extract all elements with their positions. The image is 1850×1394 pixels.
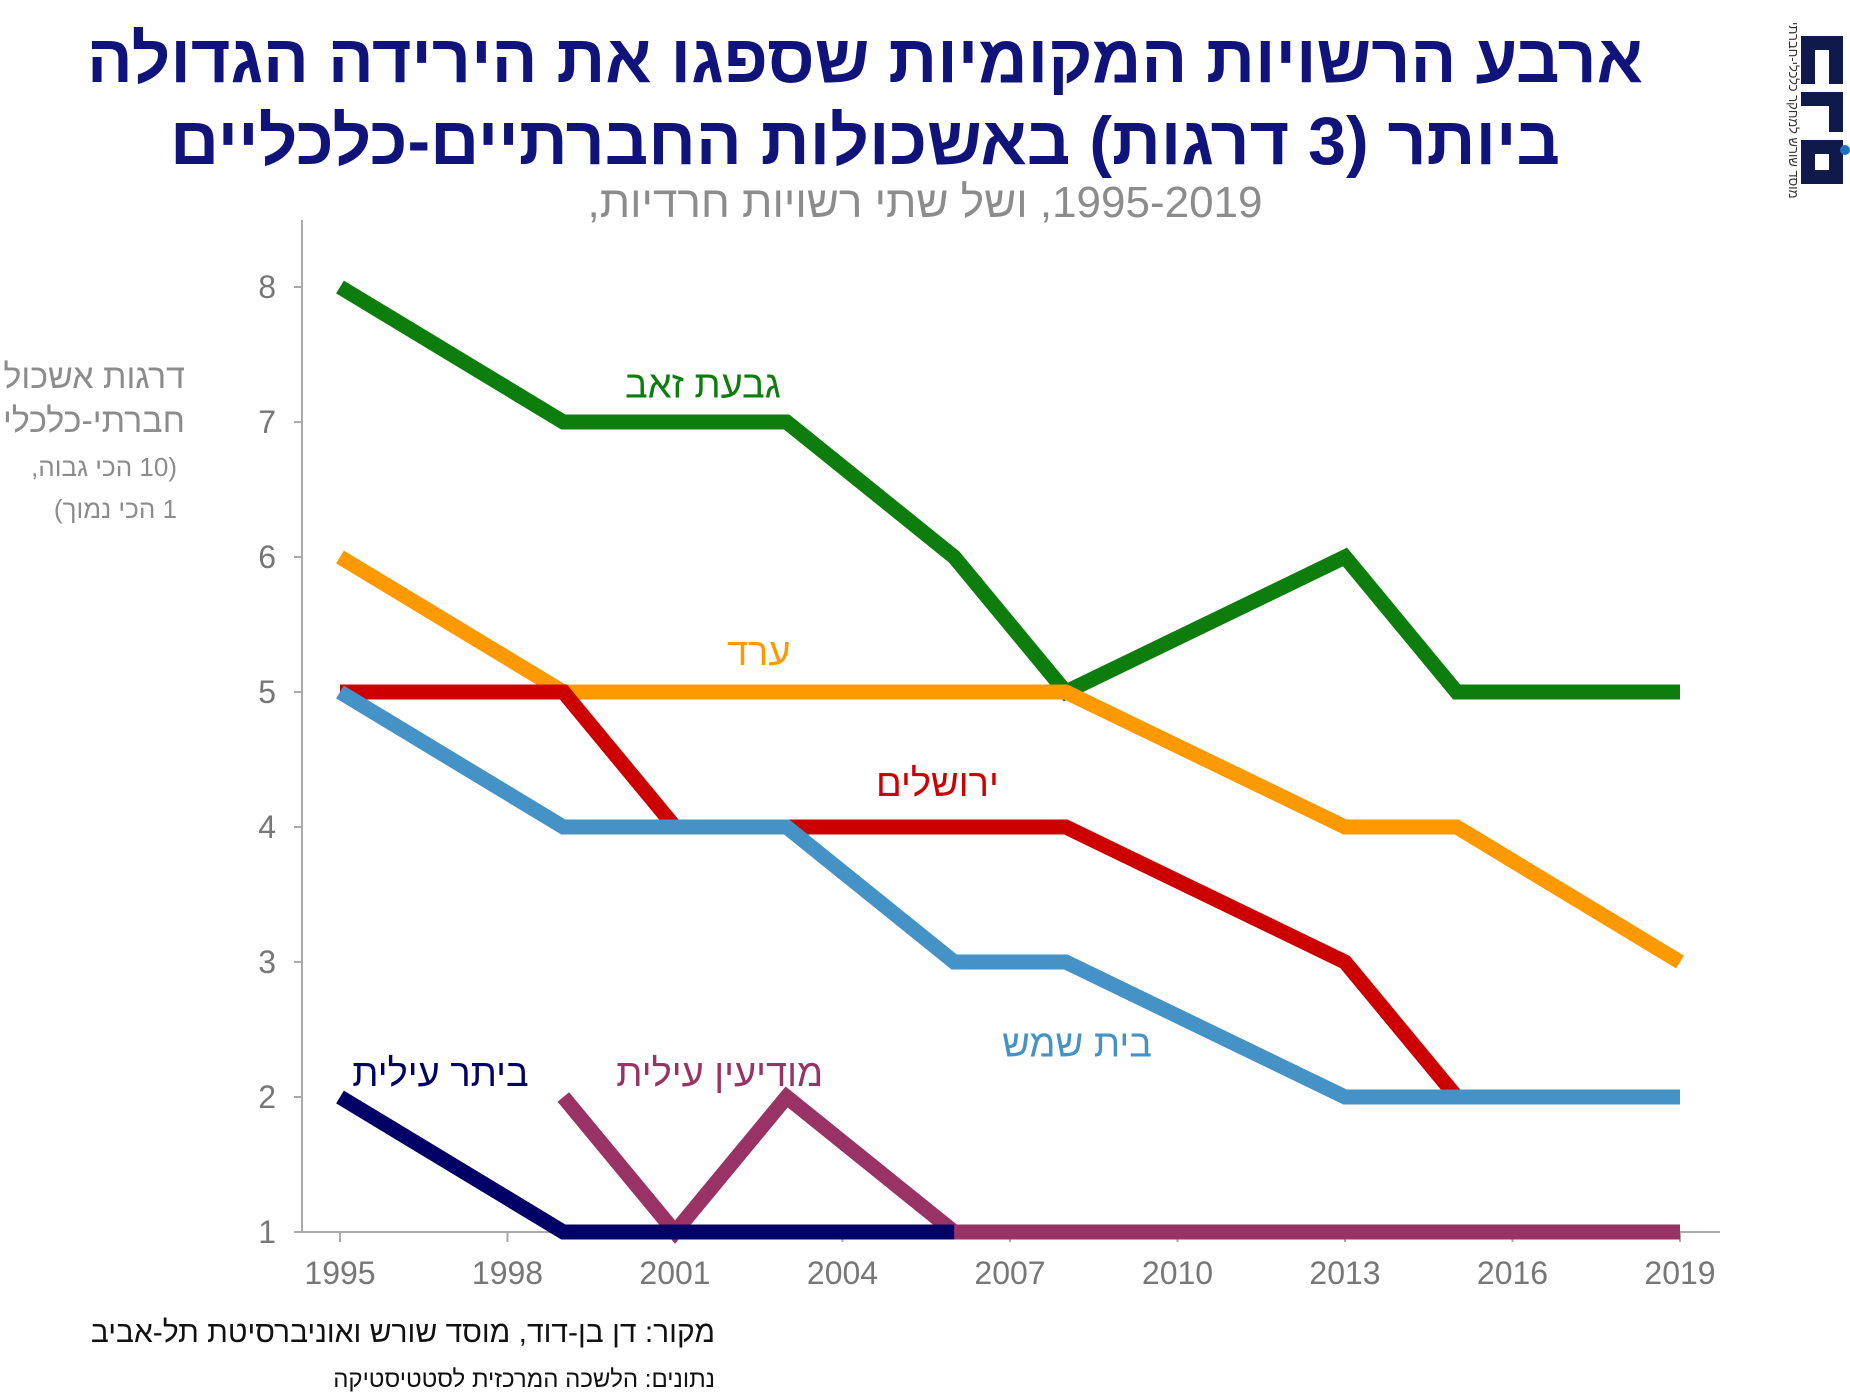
- series-label-3: בית שמש: [1002, 1024, 1152, 1066]
- series-label-2: ירושלים: [876, 763, 999, 805]
- y-tick-label: 5: [258, 674, 276, 710]
- y-tick-label: 1: [258, 1214, 276, 1250]
- x-tick-label: 2007: [974, 1255, 1045, 1291]
- data-note: נתונים: הלשכה המרכזית לסטטיסטיקה: [333, 1366, 715, 1393]
- series-line-3: [336, 685, 1680, 1105]
- logo-tagline: מוסד שורש למחקר כלכלי-חברתי: [1786, 22, 1801, 199]
- y-axis-note-line-1: (10 הכי גבוה,: [31, 452, 177, 482]
- y-axis-label: דרגות אשכול חברתי-כלכלי (10 הכי גבוה, 1 …: [3, 355, 185, 527]
- y-tick-label: 7: [258, 404, 276, 440]
- series-label-5: ביתר עילית: [352, 1053, 528, 1095]
- y-tick-label: 8: [258, 269, 276, 305]
- source-note: מקור: דן בן-דוד, מוסד שורש ואוניברסיטת ת…: [90, 1316, 715, 1349]
- y-tick-label: 4: [258, 809, 276, 845]
- title-line-1: ארבע הרשויות המקומיות שספגו את הירידה הג…: [86, 21, 1644, 97]
- series-label-4: מודיעין עילית: [616, 1053, 823, 1095]
- x-axis-ticks: 1995 1998 2001 2004 2007 2010 2013 2016 2019: [304, 1232, 1716, 1291]
- title-line-2: ביותר (3 דרגות) באשכולות החברתיים-כלכליי…: [169, 103, 1561, 179]
- y-axis-label-line-1: דרגות אשכול: [3, 358, 185, 396]
- y-axis-ticks: 1 2 3 4 5 6 7 8: [258, 269, 302, 1250]
- x-tick-label: 2019: [1644, 1255, 1715, 1291]
- x-tick-label: 2001: [639, 1255, 710, 1291]
- chart-subtitle: 1995-2019, ושל שתי רשויות חרדיות,: [587, 178, 1263, 227]
- shoresh-logo: מוסד שורש למחקר כלכלי-חברתי: [1755, 10, 1850, 220]
- x-tick-label: 2010: [1142, 1255, 1213, 1291]
- x-tick-label: 2004: [807, 1255, 878, 1291]
- series-label-1: ערד: [727, 632, 790, 674]
- y-axis-note-line-2: 1 הכי נמוך): [53, 494, 177, 524]
- y-tick-label: 3: [258, 944, 276, 980]
- series-line-4: [557, 1086, 1680, 1244]
- series-line-5: [336, 1090, 955, 1240]
- x-tick-label: 2016: [1477, 1255, 1548, 1291]
- x-tick-label: 1995: [304, 1255, 375, 1291]
- series-line-2: [340, 684, 1463, 1102]
- series-labels: גבעת זאב ערד ירושלים בית שמש מודיעין עילית בי…: [352, 365, 1152, 1095]
- y-tick-label: 6: [258, 539, 276, 575]
- series-lines: [336, 280, 1684, 1244]
- x-tick-label: 2013: [1309, 1255, 1380, 1291]
- shoresh-logo-mark: מוסד שורש למחקר כלכלי-חברתי: [1786, 22, 1850, 199]
- series-label-0: גבעת זאב: [625, 365, 781, 407]
- chart-title: ארבע הרשויות המקומיות שספגו את הירידה הג…: [40, 18, 1690, 182]
- y-axis-label-line-2: חברתי-כלכלי: [2, 402, 185, 440]
- series-line-0: [336, 280, 1680, 702]
- x-tick-label: 1998: [472, 1255, 543, 1291]
- y-tick-label: 2: [258, 1079, 276, 1115]
- series-line-1: [336, 550, 1684, 969]
